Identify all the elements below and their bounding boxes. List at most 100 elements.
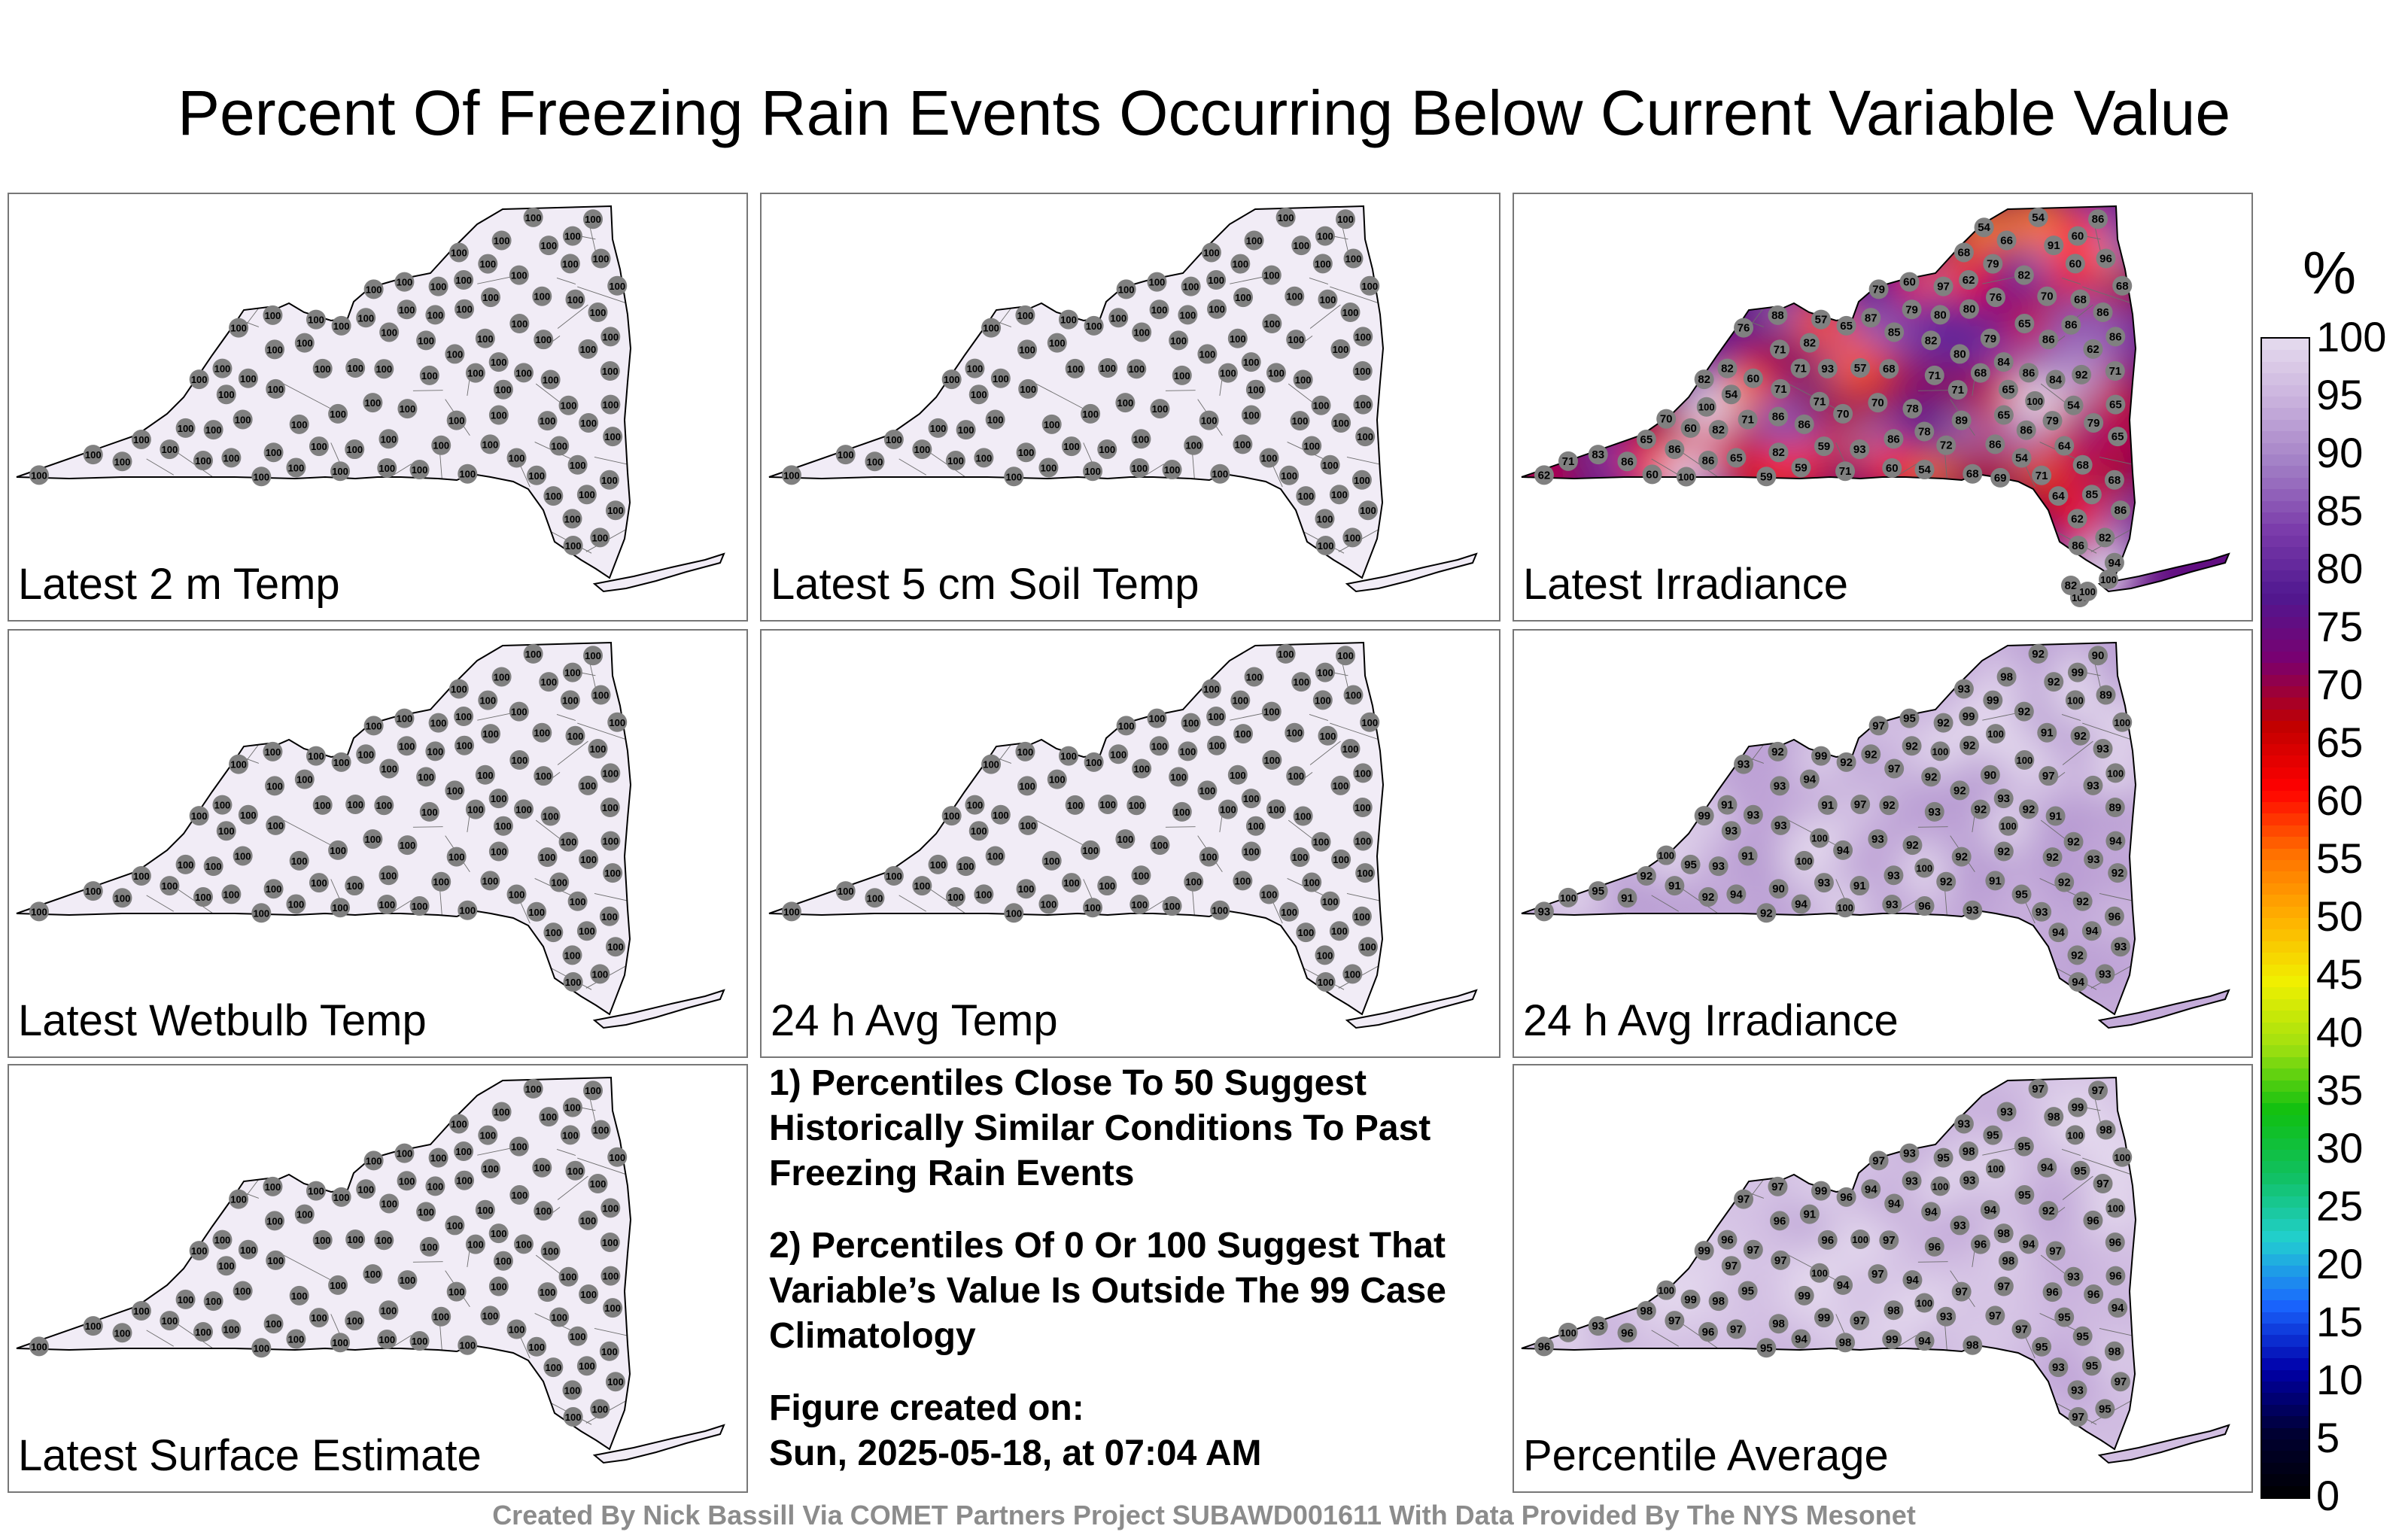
station-marker: 100	[1065, 358, 1085, 378]
station-marker: 100	[509, 1185, 530, 1205]
station-marker: 62	[2067, 509, 2087, 529]
station-marker: 96	[1717, 1230, 1738, 1250]
station-marker: 100	[203, 856, 223, 877]
station-value: 100	[357, 312, 374, 324]
station-value: 91	[1741, 850, 1754, 862]
station-marker: 100	[532, 286, 552, 306]
station-marker: 65	[1836, 315, 1856, 336]
legend-band	[2262, 1196, 2309, 1209]
station-marker: 100	[2078, 582, 2097, 601]
station-value: 100	[1318, 540, 1334, 552]
station-value: 99	[2072, 1102, 2084, 1114]
legend-band	[2262, 442, 2309, 456]
station-value: 97	[1668, 1315, 1681, 1327]
station-marker: 100	[1230, 690, 1251, 710]
station-value: 86	[2109, 330, 2122, 343]
station-marker: 100	[216, 1256, 236, 1276]
station-value: 100	[1183, 718, 1199, 729]
station-value: 100	[1342, 743, 1359, 755]
station-marker: 100	[509, 1136, 529, 1157]
figure-created-date: Sun, 2025-05-18, at 07:04 AM	[769, 1433, 1262, 1473]
station-value: 100	[1208, 275, 1224, 286]
station-marker: 100	[1061, 436, 1081, 457]
station-value: 100	[1174, 807, 1190, 818]
station-value: 100	[570, 460, 586, 471]
station-value: 93	[1774, 819, 1787, 832]
legend-band	[2262, 744, 2309, 757]
station-value: 100	[482, 875, 499, 886]
station-marker: 100	[112, 1323, 132, 1343]
station-value: 70	[1871, 397, 1884, 409]
station-value: 92	[1905, 740, 1918, 752]
station-value: 100	[400, 403, 416, 415]
station-value: 100	[947, 455, 964, 467]
station-value: 100	[379, 1334, 395, 1345]
station-marker: 99	[1794, 1285, 1814, 1306]
station-marker: 100	[985, 846, 1005, 866]
legend-band	[2262, 1485, 2309, 1499]
station-value: 93	[2000, 1105, 2013, 1118]
station-value: 85	[2086, 488, 2099, 501]
station-marker: 93	[1721, 821, 1741, 841]
station-value: 100	[1133, 763, 1150, 774]
station-marker: 100	[478, 254, 498, 274]
station-value: 100	[1149, 277, 1166, 288]
station-value: 97	[1872, 719, 1885, 732]
legend-band	[2262, 674, 2309, 688]
station-marker: 100	[1360, 275, 1380, 296]
station-value: 100	[947, 892, 964, 903]
station-marker: 100	[1809, 828, 1829, 848]
station-marker: 86	[2110, 500, 2130, 521]
station-marker: 100	[565, 725, 585, 746]
station-marker: 100	[345, 876, 365, 896]
station-marker: 100	[265, 1211, 285, 1231]
station-marker: 93	[2048, 1357, 2069, 1378]
station-marker: 80	[1960, 299, 1980, 319]
station-value: 100	[886, 871, 902, 882]
legend-band	[2262, 524, 2309, 537]
station-value: 93	[1725, 825, 1738, 837]
station-marker: 100	[289, 414, 309, 434]
station-value: 93	[1818, 877, 1831, 889]
station-value: 86	[2072, 540, 2084, 552]
station-marker: 100	[1340, 302, 1361, 323]
station-marker: 100	[865, 888, 885, 908]
station-value: 100	[230, 759, 247, 771]
station-marker: 98	[2104, 1341, 2124, 1361]
station-marker: 100	[356, 1179, 376, 1199]
map-panel-soil-temp: 100 100 100 100 100 100 100 100 100 100 100 100 100 1…	[760, 193, 1500, 622]
station-value: 100	[591, 532, 608, 543]
station-value: 82	[1925, 334, 1938, 347]
station-value: 100	[1916, 1298, 1932, 1309]
station-marker: 71	[2105, 361, 2125, 381]
station-value: 100	[31, 1341, 47, 1352]
station-value: 93	[2099, 968, 2112, 980]
station-value: 93	[2096, 743, 2109, 755]
station-value: 100	[535, 334, 552, 345]
station-marker: 92	[2039, 1201, 2059, 1221]
station-value: 100	[2114, 1152, 2130, 1163]
station-value: 100	[543, 811, 559, 822]
station-marker: 100	[1279, 901, 1300, 922]
panel-label: Latest Wetbulb Temp	[18, 996, 427, 1045]
station-value: 100	[602, 768, 619, 779]
station-marker: 100	[506, 884, 527, 904]
station-marker: 80	[1950, 344, 1970, 364]
station-value: 100	[1164, 901, 1181, 912]
station-value: 100	[1020, 820, 1036, 831]
station-value: 100	[1152, 840, 1169, 851]
station-value: 100	[564, 667, 581, 679]
station-marker: 100	[1302, 436, 1322, 456]
station-marker: 100	[131, 865, 151, 886]
station-value: 100	[579, 926, 595, 937]
station-value: 100	[2100, 574, 2117, 585]
station-value: 100	[1067, 363, 1084, 375]
station-value: 100	[1243, 410, 1260, 421]
station-marker: 100	[1038, 457, 1059, 478]
station-marker: 100	[409, 896, 430, 916]
station-marker: 68	[2112, 275, 2133, 296]
station-marker: 91	[2044, 236, 2064, 256]
station-marker: 92	[1756, 903, 1777, 923]
station-marker: 100	[1047, 333, 1067, 353]
station-marker: 92	[1861, 744, 1881, 764]
